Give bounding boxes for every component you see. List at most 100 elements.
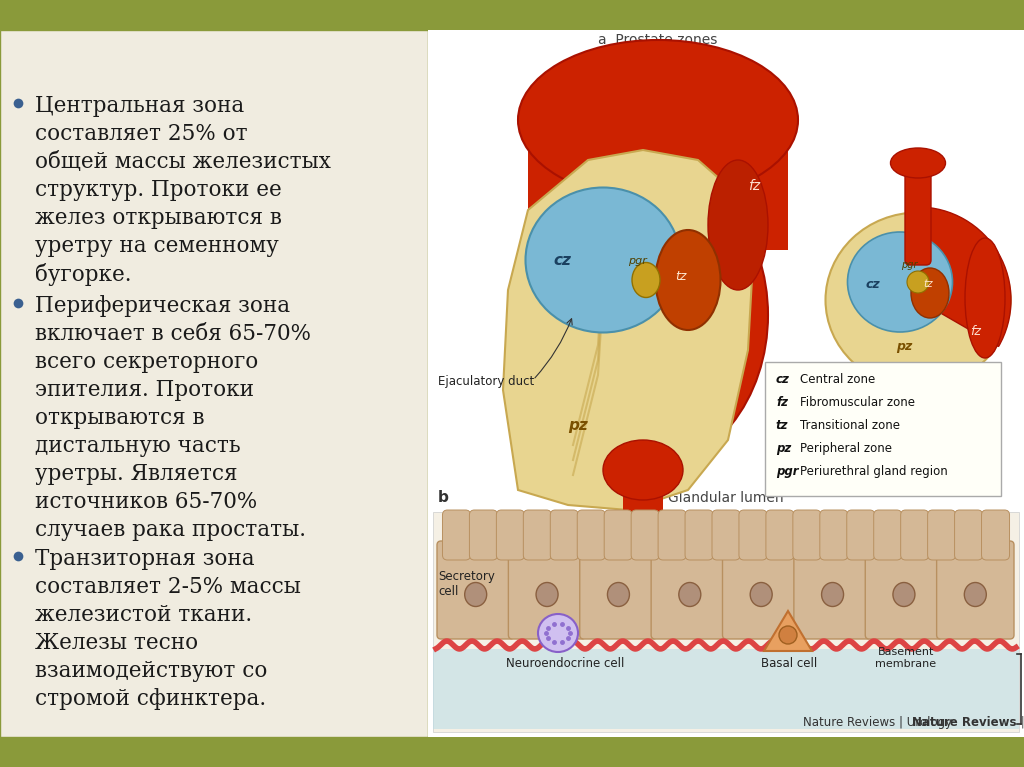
FancyBboxPatch shape bbox=[433, 649, 1019, 729]
FancyBboxPatch shape bbox=[658, 510, 686, 560]
Ellipse shape bbox=[538, 614, 578, 652]
Text: Secretory
cell: Secretory cell bbox=[438, 570, 495, 598]
Ellipse shape bbox=[965, 238, 1005, 358]
Text: Периферическая зона
включает в себя 65-70%
всего секреторного
эпителия. Протоки
: Периферическая зона включает в себя 65-7… bbox=[35, 295, 311, 541]
Circle shape bbox=[907, 271, 929, 293]
Ellipse shape bbox=[518, 160, 768, 470]
Wedge shape bbox=[918, 207, 1011, 347]
FancyBboxPatch shape bbox=[937, 541, 1014, 639]
Text: tz: tz bbox=[675, 270, 686, 283]
Text: fz: fz bbox=[776, 396, 788, 409]
Text: Central zone: Central zone bbox=[800, 373, 876, 386]
Text: pz: pz bbox=[776, 442, 792, 455]
FancyBboxPatch shape bbox=[739, 510, 767, 560]
Text: Neuroendocrine cell: Neuroendocrine cell bbox=[506, 657, 625, 670]
FancyBboxPatch shape bbox=[651, 541, 728, 639]
FancyBboxPatch shape bbox=[794, 541, 871, 639]
FancyBboxPatch shape bbox=[497, 510, 524, 560]
Text: fz: fz bbox=[970, 325, 981, 338]
Text: Basal cell: Basal cell bbox=[761, 657, 817, 670]
Ellipse shape bbox=[603, 440, 683, 500]
FancyBboxPatch shape bbox=[0, 30, 428, 737]
FancyBboxPatch shape bbox=[954, 510, 983, 560]
FancyBboxPatch shape bbox=[793, 510, 821, 560]
FancyBboxPatch shape bbox=[982, 510, 1010, 560]
FancyBboxPatch shape bbox=[766, 510, 794, 560]
Ellipse shape bbox=[679, 582, 700, 607]
Text: cz: cz bbox=[866, 278, 881, 291]
Ellipse shape bbox=[632, 262, 660, 298]
Text: membrane: membrane bbox=[876, 659, 937, 669]
FancyBboxPatch shape bbox=[523, 510, 551, 560]
FancyBboxPatch shape bbox=[847, 510, 874, 560]
Polygon shape bbox=[503, 150, 753, 510]
Text: Periurethral gland region: Periurethral gland region bbox=[800, 465, 948, 478]
Text: pgr: pgr bbox=[901, 260, 918, 270]
Text: fz: fz bbox=[748, 179, 760, 193]
FancyBboxPatch shape bbox=[928, 510, 955, 560]
Text: pgr: pgr bbox=[628, 256, 647, 266]
Text: Transitional zone: Transitional zone bbox=[800, 419, 900, 432]
FancyBboxPatch shape bbox=[685, 510, 713, 560]
Ellipse shape bbox=[891, 148, 945, 178]
Ellipse shape bbox=[751, 582, 772, 607]
Text: a  Prostate zones: a Prostate zones bbox=[598, 33, 718, 47]
Text: Nature Reviews: Nature Reviews bbox=[911, 716, 1016, 729]
Ellipse shape bbox=[779, 626, 797, 644]
Text: Центральная зона
составляет 25% от
общей массы железистых
структур. Протоки ее
ж: Центральная зона составляет 25% от общей… bbox=[35, 95, 331, 286]
Text: cz: cz bbox=[776, 373, 790, 386]
FancyBboxPatch shape bbox=[631, 510, 659, 560]
FancyBboxPatch shape bbox=[901, 510, 929, 560]
FancyBboxPatch shape bbox=[765, 362, 1001, 496]
FancyBboxPatch shape bbox=[0, 0, 1024, 30]
FancyBboxPatch shape bbox=[469, 510, 498, 560]
FancyBboxPatch shape bbox=[873, 510, 902, 560]
Ellipse shape bbox=[911, 268, 949, 318]
FancyBboxPatch shape bbox=[433, 512, 1019, 732]
Ellipse shape bbox=[465, 582, 486, 607]
Text: b: b bbox=[438, 490, 449, 505]
Text: Ejaculatory duct: Ejaculatory duct bbox=[438, 375, 535, 388]
Text: pz: pz bbox=[896, 340, 912, 353]
FancyBboxPatch shape bbox=[723, 541, 800, 639]
Ellipse shape bbox=[525, 187, 681, 333]
Text: tz: tz bbox=[776, 419, 788, 432]
Ellipse shape bbox=[607, 582, 630, 607]
Polygon shape bbox=[764, 611, 812, 651]
Ellipse shape bbox=[848, 232, 952, 332]
FancyBboxPatch shape bbox=[508, 541, 586, 639]
Text: Nature Reviews | Urology: Nature Reviews | Urology bbox=[804, 716, 952, 729]
FancyBboxPatch shape bbox=[820, 510, 848, 560]
FancyBboxPatch shape bbox=[578, 510, 605, 560]
FancyBboxPatch shape bbox=[0, 737, 1024, 767]
FancyBboxPatch shape bbox=[528, 130, 788, 250]
FancyBboxPatch shape bbox=[0, 30, 1024, 737]
FancyBboxPatch shape bbox=[442, 510, 470, 560]
Ellipse shape bbox=[518, 40, 798, 200]
Ellipse shape bbox=[708, 160, 768, 290]
FancyBboxPatch shape bbox=[428, 30, 1024, 737]
FancyBboxPatch shape bbox=[604, 510, 632, 560]
Text: Glandular lumen: Glandular lumen bbox=[669, 491, 783, 505]
FancyBboxPatch shape bbox=[712, 510, 740, 560]
Text: pz: pz bbox=[568, 418, 588, 433]
FancyBboxPatch shape bbox=[905, 165, 931, 265]
Text: Fibromuscular zone: Fibromuscular zone bbox=[800, 396, 915, 409]
FancyBboxPatch shape bbox=[437, 541, 514, 639]
Text: Транзиторная зона
составляет 2-5% массы
железистой ткани.
Железы тесно
взаимодей: Транзиторная зона составляет 2-5% массы … bbox=[35, 548, 301, 709]
Text: cz: cz bbox=[553, 253, 570, 268]
FancyBboxPatch shape bbox=[550, 510, 579, 560]
FancyBboxPatch shape bbox=[623, 460, 663, 520]
Ellipse shape bbox=[655, 230, 721, 330]
Ellipse shape bbox=[825, 212, 1011, 387]
Text: | Urology: | Urology bbox=[1017, 716, 1024, 729]
Text: Peripheral zone: Peripheral zone bbox=[800, 442, 892, 455]
Text: Basement: Basement bbox=[878, 647, 934, 657]
Ellipse shape bbox=[536, 582, 558, 607]
Ellipse shape bbox=[965, 582, 986, 607]
Text: tz: tz bbox=[923, 279, 933, 289]
FancyBboxPatch shape bbox=[865, 541, 943, 639]
Ellipse shape bbox=[821, 582, 844, 607]
FancyBboxPatch shape bbox=[580, 541, 657, 639]
Text: pgr: pgr bbox=[776, 465, 799, 478]
